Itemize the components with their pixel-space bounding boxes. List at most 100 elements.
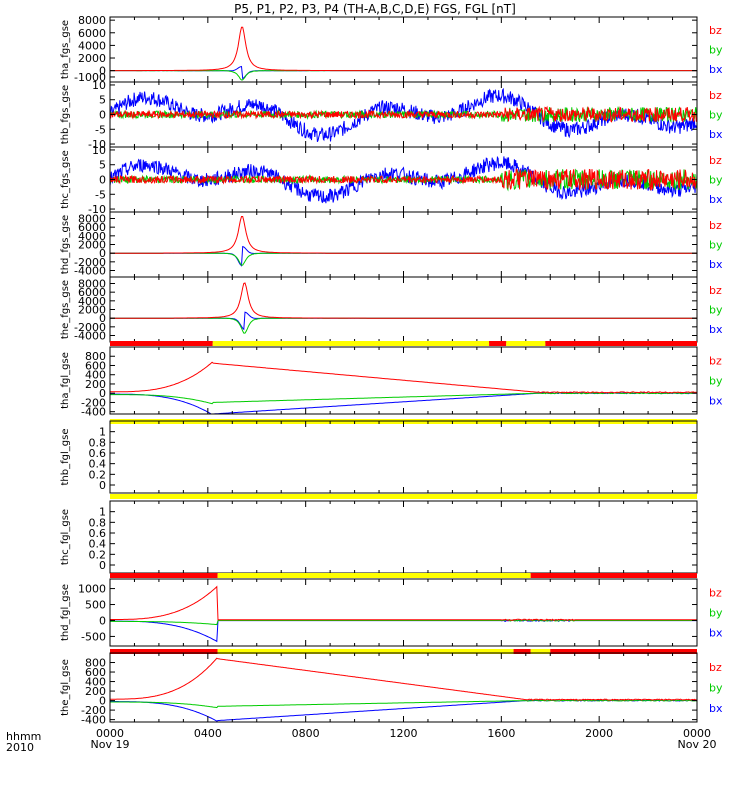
x-tick-label-0000: 0000: [683, 727, 711, 740]
y-tick-label-thd_fgs: 2000: [78, 239, 106, 252]
y-tick-label-the_fgl: 400: [85, 676, 106, 689]
y-axis-label-thc_fgs: thc_fgs_gse: [60, 150, 71, 209]
series-line-tha_fgs-bz: [110, 26, 697, 72]
legend-the_fgs-bx: bx: [709, 323, 723, 336]
y-tick-label-thc_fgl: 0.4: [89, 538, 107, 551]
time-axis-label-year: 2010: [6, 741, 34, 754]
series-line-thb_fgs-bz: [110, 105, 697, 124]
y-tick-label-tha_fgl: -200: [81, 396, 106, 409]
legend-tha_fgs-by: by: [709, 44, 723, 57]
y-axis-label-thb_fgs: thb_fgs_gse: [60, 85, 71, 144]
legend-the_fgl-by: by: [709, 682, 723, 695]
status-bar-segment-thd_fgl-0: [110, 573, 218, 578]
y-tick-label-tha_fgl: 200: [85, 378, 106, 391]
y-axis-label-tha_fgl: tha_fgl_gse: [60, 352, 71, 409]
x-date-label: Nov 19: [91, 738, 130, 751]
legend-thb_fgs-bx: bx: [709, 128, 723, 141]
status-bar-segment-the_fgl-3: [530, 649, 551, 654]
legend-thb_fgs-bz: bz: [709, 89, 722, 102]
y-tick-label-thd_fgl: 1000: [78, 583, 106, 596]
legend-the_fgl-bz: bz: [709, 661, 722, 674]
y-tick-label-the_fgs: 0: [99, 312, 106, 325]
y-tick-label-tha_fgs: 0: [99, 65, 106, 78]
y-tick-label-thc_fgl: 0.8: [89, 516, 107, 529]
y-tick-label-thc_fgs: 5: [99, 159, 106, 172]
y-tick-label-thc_fgl: 0.6: [89, 527, 107, 540]
y-tick-label-tha_fgl: 0: [99, 387, 106, 400]
series-line-thd_fgs-by: [110, 252, 697, 266]
y-tick-label-thc_fgl: 1: [99, 506, 106, 519]
y-tick-label-the_fgs: 6000: [78, 286, 106, 299]
y-tick-label-thc_fgs: -5: [95, 188, 106, 201]
y-tick-label-thd_fgs: 4000: [78, 230, 106, 243]
legend-thc_fgs-bz: bz: [709, 154, 722, 167]
status-bar-segment-thd_fgl-1: [217, 573, 531, 578]
x-tick-label-0400: 0400: [194, 727, 222, 740]
y-axis-label-tha_fgs: tha_fgs_gse: [60, 20, 71, 79]
panel-frame-thc_fgl: [109, 500, 698, 574]
y-tick-label-thb_fgl: 0.4: [89, 458, 107, 471]
y-tick-label-the_fgl: -200: [81, 704, 106, 717]
y-tick-label-tha_fgs: -1000: [74, 71, 106, 84]
y-tick-label-tha_fgl: -400: [81, 406, 106, 419]
legend-the_fgs-bz: bz: [709, 284, 722, 297]
y-axis-label-the_fgl: the_fgl_gse: [60, 659, 71, 716]
y-tick-label-thb_fgl: 1: [99, 426, 106, 439]
status-bar-segment-the_fgl-4: [550, 649, 697, 654]
x-tick-label-1600: 1600: [487, 727, 515, 740]
y-tick-label-tha_fgs: 6000: [78, 27, 106, 40]
y-tick-label-thb_fgs: -5: [95, 123, 106, 136]
y-tick-label-the_fgs: 4000: [78, 295, 106, 308]
series-line-the_fgs-bx: [110, 311, 697, 331]
series-line-thd_fgl-bz: [110, 585, 697, 622]
legend-thd_fgs-bz: bz: [709, 219, 722, 232]
legend-thd_fgs-by: by: [709, 239, 723, 252]
y-tick-label-thd_fgl: -500: [81, 630, 106, 643]
y-tick-label-tha_fgl: 800: [85, 350, 106, 363]
y-tick-label-tha_fgl: 600: [85, 359, 106, 372]
series-line-thd_fgs-bz: [110, 216, 697, 254]
y-tick-label-thd_fgs: 0: [99, 247, 106, 260]
y-tick-label-thb_fgs: 5: [99, 94, 106, 107]
series-line-tha_fgl-bz: [110, 361, 697, 394]
y-axis-label-the_fgs: the_fgs_gse: [60, 280, 71, 339]
legend-tha_fgs-bz: bz: [709, 24, 722, 37]
legend-thd_fgl-by: by: [709, 607, 723, 620]
legend-thd_fgl-bx: bx: [709, 627, 723, 640]
legend-thc_fgs-by: by: [709, 174, 723, 187]
y-tick-label-tha_fgl: 400: [85, 369, 106, 382]
series-line-the_fgl-by: [110, 699, 697, 709]
series-line-the_fgl-bz: [110, 657, 697, 701]
y-tick-label-the_fgs: -4000: [74, 330, 106, 343]
legend-thc_fgs-bx: bx: [709, 193, 723, 206]
y-tick-label-thb_fgs: 10: [92, 79, 106, 92]
panel-frame-thd_fgl: [109, 578, 698, 647]
y-tick-label-the_fgs: -2000: [74, 321, 106, 334]
y-tick-label-thc_fgl: 0.2: [89, 548, 107, 561]
y-tick-label-thc_fgs: 0: [99, 174, 106, 187]
status-bar-segment-the_fgl-0: [110, 649, 218, 654]
y-tick-label-tha_fgs: 8000: [78, 14, 106, 27]
series-line-thd_fgl-by: [110, 619, 697, 626]
legend-thd_fgl-bz: bz: [709, 586, 722, 599]
y-tick-label-the_fgl: -400: [81, 714, 106, 727]
series-line-the_fgs-by: [110, 317, 697, 334]
y-tick-label-the_fgl: 200: [85, 685, 106, 698]
y-tick-label-thc_fgl: 0: [99, 559, 106, 572]
legend-tha_fgs-bx: bx: [709, 63, 723, 76]
status-bar-segment-tha_fgl-4: [545, 341, 697, 346]
x-tick-label-0000: 0000: [96, 727, 124, 740]
panel-frame-thd_fgs: [109, 211, 698, 278]
panel-frame-the_fgs: [109, 276, 698, 343]
y-tick-label-the_fgl: 0: [99, 695, 106, 708]
status-bar-segment-tha_fgl-3: [506, 341, 546, 346]
y-tick-label-the_fgl: 800: [85, 657, 106, 670]
status-bar-segment-thd_fgl-2: [530, 573, 697, 578]
y-tick-label-thb_fgs: -10: [88, 138, 106, 151]
y-tick-label-thd_fgs: 6000: [78, 221, 106, 234]
panel-frame-the_fgl: [109, 652, 698, 723]
y-tick-label-thb_fgl: 0.8: [89, 436, 107, 449]
series-line-the_fgs-bz: [110, 282, 697, 319]
y-tick-label-tha_fgs: 4000: [78, 39, 106, 52]
